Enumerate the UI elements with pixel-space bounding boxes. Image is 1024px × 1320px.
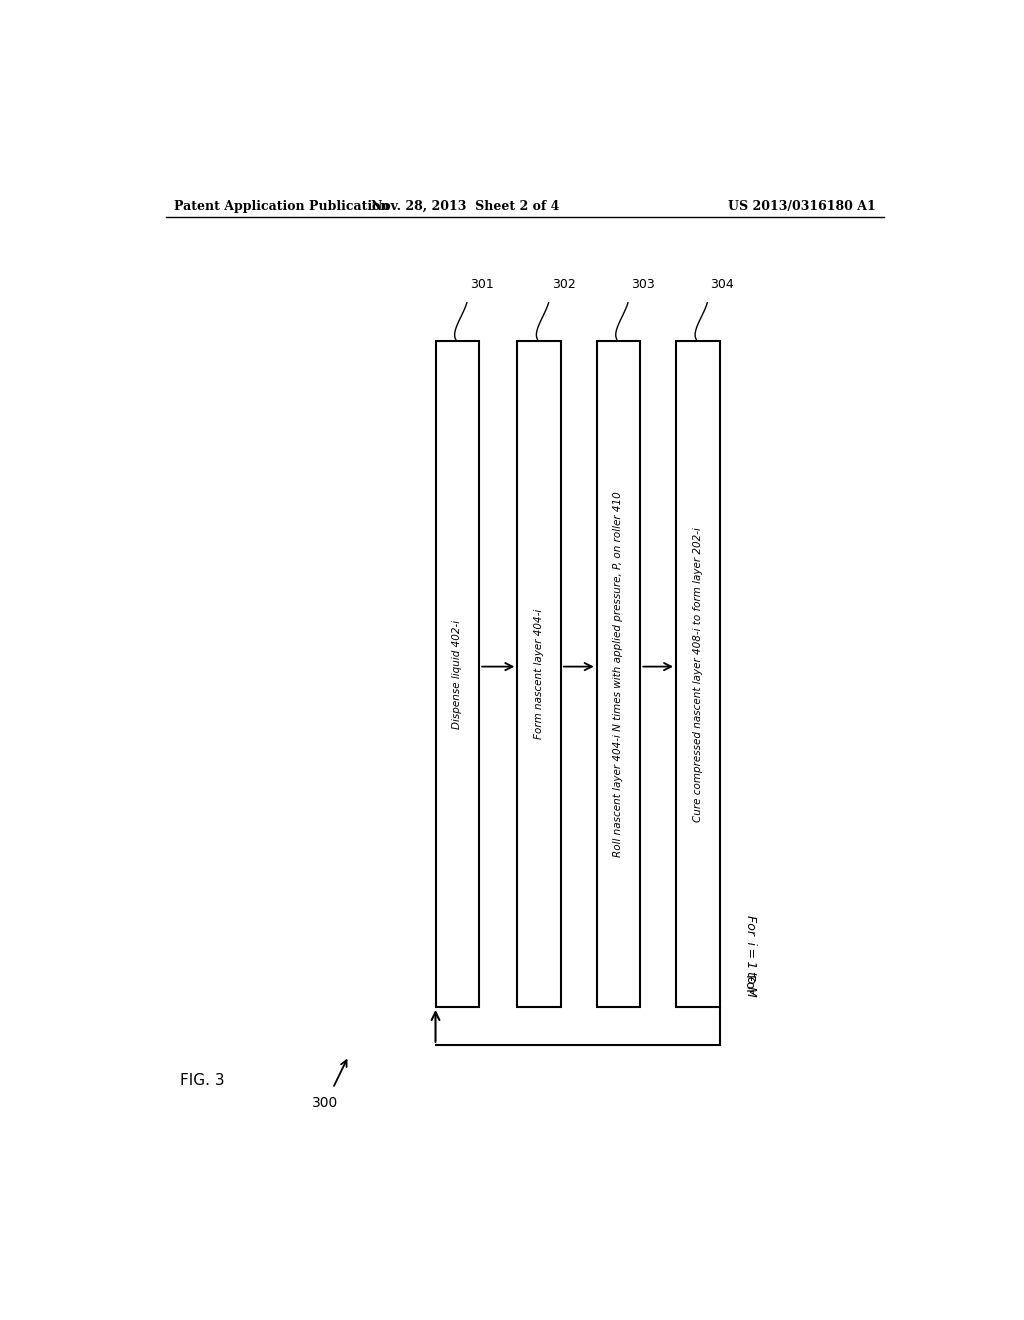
Text: 304: 304 [711, 277, 734, 290]
Text: Patent Application Publication: Patent Application Publication [174, 199, 389, 213]
Text: 301: 301 [470, 277, 494, 290]
Text: For  i = 1 to M: For i = 1 to M [743, 915, 757, 997]
Text: Form nascent layer 404-i: Form nascent layer 404-i [535, 609, 544, 739]
Text: For: For [743, 974, 756, 997]
Bar [435, 342, 479, 1007]
Text: US 2013/0316180 A1: US 2013/0316180 A1 [728, 199, 876, 213]
Text: Cure compressed nascent layer 408-i to form layer 202-i: Cure compressed nascent layer 408-i to f… [693, 527, 702, 821]
Text: Roll nascent layer 404-i N times with applied pressure, P, on roller 410: Roll nascent layer 404-i N times with ap… [613, 491, 624, 857]
Text: Nov. 28, 2013  Sheet 2 of 4: Nov. 28, 2013 Sheet 2 of 4 [371, 199, 559, 213]
Bar [597, 342, 640, 1007]
Bar [676, 342, 720, 1007]
Text: FIG. 3: FIG. 3 [179, 1073, 224, 1088]
Text: 300: 300 [311, 1096, 338, 1110]
Text: 303: 303 [631, 277, 655, 290]
Text: 302: 302 [552, 277, 575, 290]
Bar [517, 342, 561, 1007]
Text: Dispense liquid 402-i: Dispense liquid 402-i [453, 619, 463, 729]
